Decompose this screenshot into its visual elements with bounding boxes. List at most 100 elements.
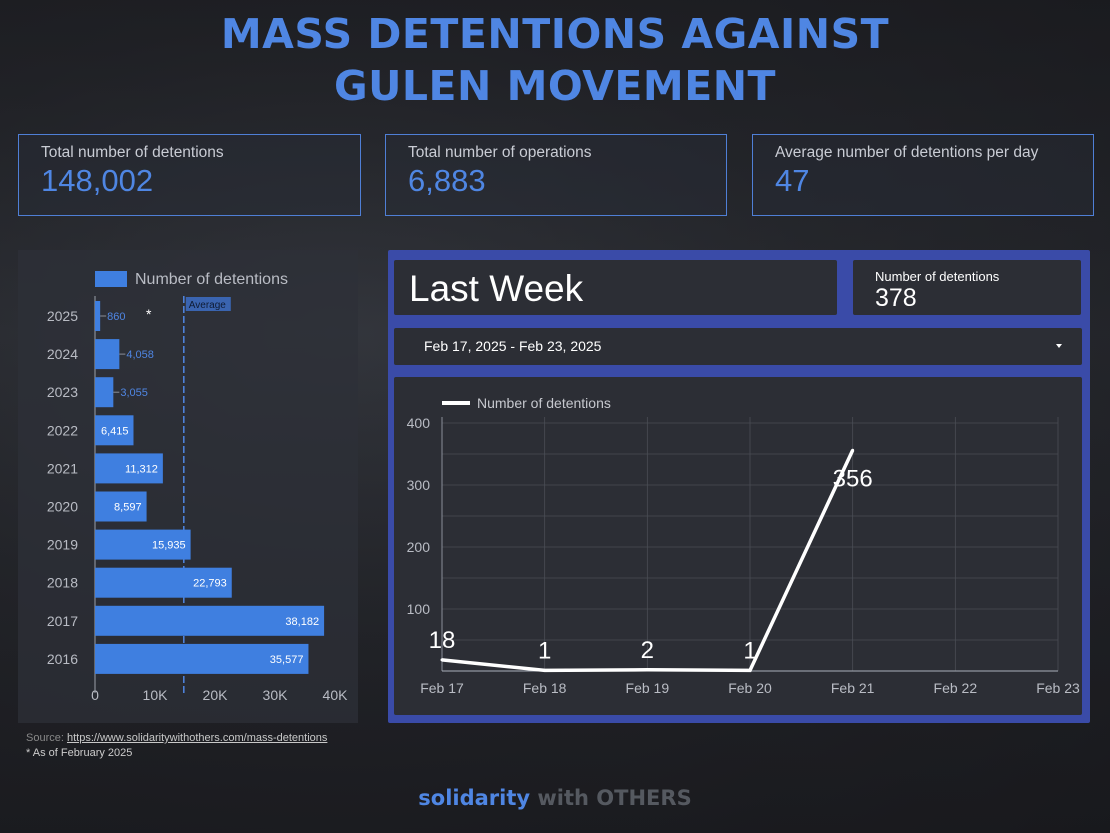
data-label: 1 [743,637,756,664]
title-line-1: MASS DETENTIONS AGAINST [220,10,890,58]
date-range-value: Feb 17, 2025 - Feb 23, 2025 [424,338,602,354]
y-axis-ticks: 100 200 300 400 [407,415,431,617]
data-point [748,668,752,672]
x-tick-label: 40K [323,687,349,703]
source-link[interactable]: https://www.solidaritywithothers.com/mas… [66,732,328,744]
y-tick-label: 400 [407,415,431,431]
bar [95,339,120,370]
bar [95,453,163,484]
category-labels: 2025 2024 2023 2022 2021 2020 2019 2018 2017 2016 [47,308,78,667]
page-title: MASS DETENTIONS AGAINST GULEN MOVEMENT [0,8,1110,112]
title-line-2: GULEN MOVEMENT [333,62,777,110]
daily-line-chart: Number of detentions 100 200 300 400 Feb 17… [407,395,1080,696]
x-tick-label: 30K [263,687,289,703]
category-label: 2018 [47,575,78,591]
bar [95,643,309,674]
data-label: 1 [538,637,551,664]
kpi-label: Average number of detentions per day [775,144,1039,161]
value-label: 22,793 [193,578,227,590]
data-point [543,668,547,672]
brand-part-2: with OTHERS [537,786,692,810]
grid-lines [441,417,1059,672]
y-tick-label: 100 [407,601,431,617]
category-label: 2017 [47,613,78,629]
value-label: 3,055 [120,387,148,399]
data-point [851,448,855,452]
kpi-value: 47 [775,163,810,198]
weekly-detentions-scorecard: Number of detentions 378 [853,260,1081,315]
value-label: 11,312 [125,463,158,475]
data-label: 18 [429,627,456,654]
bar [95,301,101,331]
x-axis-ticks: Feb 17 Feb 18 Feb 19 Feb 20 Feb 21 Feb 22 Feb … [420,680,1080,696]
asterisk-annotation: * [146,306,152,322]
scorecard-label: Number of detentions [875,269,1000,284]
data-point [440,658,444,662]
bar [95,491,147,522]
average-label-bg [185,297,231,311]
kpi-value: 148,002 [41,163,154,198]
last-week-title-box: Last Week [394,260,837,315]
x-tick-label: Feb 17 [420,680,464,696]
source-prefix: Source: [26,732,67,744]
kpi-average-per-day: Average number of detentions per day 47 [752,134,1094,216]
daily-line-chart-box [394,377,1082,715]
category-label: 2022 [47,422,78,438]
yearly-bar-chart-panel: Number of detentions Average 2025 2024 202… [18,250,358,723]
x-tick-label: Feb 23 [1036,680,1080,696]
source-note: Source: https://www.solidaritywithothers… [26,732,327,744]
kpi-total-operations: Total number of operations 6,883 [385,134,727,216]
data-label: 2 [641,637,654,664]
bar [95,567,232,598]
as-of-note: * As of February 2025 [26,747,133,759]
category-label: 2021 [47,460,78,476]
value-label: 38,182 [285,616,319,628]
scorecard-value: 378 [875,284,917,312]
x-tick-label: Feb 22 [934,680,978,696]
y-tick-label: 200 [407,539,431,555]
date-range-picker[interactable]: Feb 17, 2025 - Feb 23, 2025 [394,328,1082,365]
average-label: Average [189,300,227,311]
legend-label: Number of detentions [135,271,288,288]
value-labels: 860 * 4,058 3,055 6,415 11,312 8,597 15,935 22,7… [100,306,319,666]
data-point [645,668,649,672]
category-label: 2023 [47,384,78,400]
category-label: 2025 [47,308,78,324]
brand-part-1: solidarity [418,786,531,810]
last-week-title: Last Week [409,268,584,309]
x-tick-label: 20K [203,687,229,703]
x-tick-label: Feb 20 [728,680,772,696]
value-label: 35,577 [270,654,304,666]
yearly-bar-chart: Number of detentions Average 20252024202… [47,271,349,703]
bars [94,296,325,693]
chevron-down-icon[interactable] [1056,344,1062,348]
last-week-panel: Last Week Number of detentions 378 Feb 1… [388,250,1090,723]
value-label: 6,415 [101,425,129,437]
legend-label: Number of detentions [477,395,611,411]
bar-chart-legend: Number of detentions [95,271,288,288]
data-labels: 18 1 2 1 356 [429,465,873,664]
x-tick-label: Feb 21 [831,680,875,696]
value-label: 15,935 [152,540,186,552]
data-label: 356 [833,465,873,492]
bar [95,415,134,446]
line-chart-legend: Number of detentions [442,395,611,411]
kpi-label: Total number of operations [408,144,592,161]
kpi-total-detentions: Total number of detentions 148,002 [18,134,361,216]
x-tick-label: 0 [91,687,99,703]
y-tick-label: 300 [407,477,431,493]
value-label: 860 [107,311,125,323]
category-label: 2016 [47,651,78,667]
bar [95,605,325,636]
kpi-label: Total number of detentions [41,144,224,161]
x-tick-label: Feb 18 [523,680,567,696]
line-series [440,448,855,673]
x-tick-label: Feb 19 [626,680,670,696]
kpi-value: 6,883 [408,163,486,198]
category-label: 2019 [47,537,78,553]
x-tick-label: 10K [143,687,169,703]
value-label: 8,597 [114,502,142,514]
category-label: 2020 [47,499,78,515]
legend-swatch [95,271,127,287]
bar [95,529,191,560]
